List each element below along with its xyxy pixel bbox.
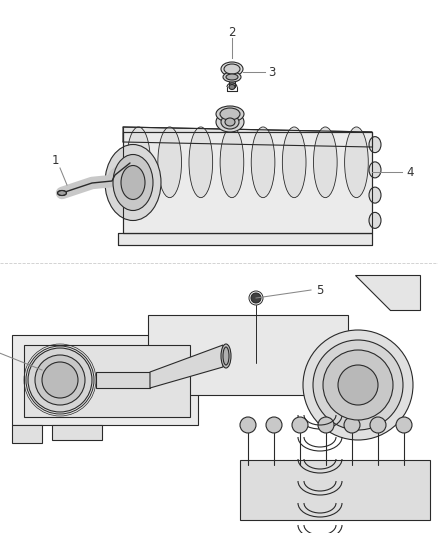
Ellipse shape: [369, 136, 381, 152]
Ellipse shape: [216, 112, 244, 132]
Ellipse shape: [221, 62, 243, 76]
Ellipse shape: [221, 344, 231, 368]
Ellipse shape: [369, 212, 381, 228]
Ellipse shape: [314, 127, 337, 198]
Ellipse shape: [42, 362, 78, 398]
Ellipse shape: [303, 330, 413, 440]
Ellipse shape: [318, 417, 334, 433]
Ellipse shape: [224, 64, 240, 74]
Ellipse shape: [28, 348, 92, 412]
Ellipse shape: [57, 190, 67, 196]
Ellipse shape: [223, 347, 229, 365]
Ellipse shape: [323, 350, 393, 420]
Ellipse shape: [105, 144, 161, 221]
Ellipse shape: [229, 85, 235, 90]
Polygon shape: [123, 132, 372, 233]
Ellipse shape: [226, 74, 238, 80]
Polygon shape: [12, 425, 42, 443]
Polygon shape: [240, 460, 430, 520]
Ellipse shape: [220, 127, 244, 198]
Ellipse shape: [127, 127, 150, 198]
Polygon shape: [24, 345, 190, 417]
Ellipse shape: [396, 417, 412, 433]
Polygon shape: [148, 315, 348, 395]
Text: 1: 1: [51, 155, 59, 167]
Text: 4: 4: [406, 166, 414, 179]
Ellipse shape: [345, 127, 368, 198]
Ellipse shape: [121, 166, 145, 199]
Polygon shape: [118, 233, 372, 245]
Ellipse shape: [266, 417, 282, 433]
Ellipse shape: [158, 127, 181, 198]
Text: 5: 5: [316, 284, 324, 296]
Ellipse shape: [292, 417, 308, 433]
Ellipse shape: [344, 417, 360, 433]
Ellipse shape: [338, 365, 378, 405]
Text: 3: 3: [268, 66, 276, 78]
Polygon shape: [150, 345, 223, 388]
Bar: [229, 79, 235, 87]
Polygon shape: [123, 127, 372, 147]
Ellipse shape: [113, 155, 153, 211]
Bar: [96, 372, 150, 388]
Ellipse shape: [221, 115, 239, 129]
Ellipse shape: [283, 127, 306, 198]
Polygon shape: [355, 275, 420, 310]
Ellipse shape: [220, 108, 240, 120]
Ellipse shape: [35, 355, 85, 405]
Ellipse shape: [313, 340, 403, 430]
Ellipse shape: [223, 72, 241, 82]
Ellipse shape: [370, 417, 386, 433]
Ellipse shape: [251, 293, 261, 303]
Ellipse shape: [240, 417, 256, 433]
Ellipse shape: [369, 187, 381, 203]
Ellipse shape: [189, 127, 212, 198]
Polygon shape: [52, 425, 102, 440]
Polygon shape: [12, 335, 198, 425]
Text: 2: 2: [228, 26, 236, 38]
Ellipse shape: [225, 118, 235, 126]
Ellipse shape: [251, 127, 275, 198]
Ellipse shape: [216, 106, 244, 122]
Ellipse shape: [369, 162, 381, 178]
